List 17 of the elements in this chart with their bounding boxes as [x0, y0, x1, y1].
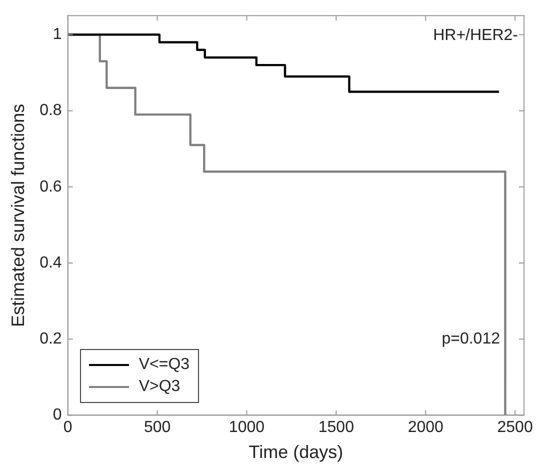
- x-tick-label: 2500: [497, 419, 533, 436]
- annotation: HR+/HER2-: [433, 27, 518, 44]
- y-tick-label: 0.8: [40, 102, 62, 120]
- y-axis-title: Estimated survival functions: [8, 104, 28, 327]
- y-tick-label: 0.4: [40, 254, 62, 272]
- legend-label: V<=Q3: [138, 356, 190, 374]
- x-axis-title: Time (days): [248, 442, 344, 462]
- x-tick-label: 2000: [408, 419, 444, 436]
- legend-label: V>Q3: [138, 378, 180, 396]
- x-tick-label: 1500: [318, 419, 354, 436]
- y-tick-label: 0.6: [40, 178, 62, 196]
- x-tick-label: 500: [144, 419, 171, 436]
- x-tick-label: 1000: [228, 419, 265, 436]
- y-tick-label: 0.2: [40, 330, 62, 348]
- y-tick-label: 0: [52, 406, 62, 424]
- y-tick-label: 1: [52, 26, 62, 44]
- annotation: p=0.012: [442, 330, 500, 348]
